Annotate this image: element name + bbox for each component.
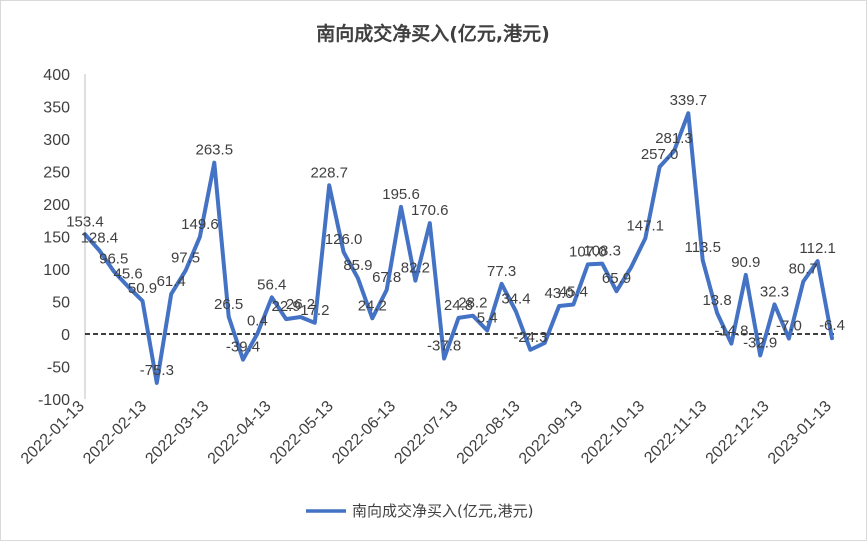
chart-title: 南向成交净买入(亿元,港元) xyxy=(316,22,550,45)
data-label: 126.0 xyxy=(325,231,363,248)
data-label: -6.4 xyxy=(819,317,845,334)
y-tick-label: 100 xyxy=(43,262,70,279)
data-label: 257.0 xyxy=(641,146,679,163)
data-label: -75.3 xyxy=(140,362,174,379)
x-tick-label: 2022-11-13 xyxy=(641,398,710,467)
x-tick-label: 2022-10-13 xyxy=(578,398,648,468)
data-label: 107.0 xyxy=(569,243,607,260)
data-label: 153.4 xyxy=(66,213,104,230)
y-tick-label: 250 xyxy=(43,165,70,182)
x-tick-label: 2022-02-13 xyxy=(80,398,150,468)
x-tick-label: 2023-01-13 xyxy=(765,398,835,468)
data-label: 128.4 xyxy=(81,230,119,247)
data-label: 170.6 xyxy=(411,202,449,219)
x-tick-label: 2022-07-13 xyxy=(391,398,461,468)
data-label: 85.9 xyxy=(343,257,372,274)
y-tick-label: 400 xyxy=(43,67,70,84)
x-tick-labels: 2022-01-132022-02-132022-03-132022-04-13… xyxy=(18,398,835,468)
data-label: 34.4 xyxy=(501,291,530,308)
data-label: 195.6 xyxy=(382,186,420,203)
data-label: 96.5 xyxy=(99,250,128,267)
data-label: 147.1 xyxy=(626,217,664,234)
data-label: 22.9 xyxy=(272,298,301,315)
data-label: 281.3 xyxy=(655,130,693,147)
y-tick-labels: 400 350 300 250 200 150 100 50 0 -50 -100 xyxy=(38,67,70,409)
data-label: 45.4 xyxy=(559,283,588,300)
y-tick-label: 150 xyxy=(43,230,70,247)
data-label: 26.5 xyxy=(214,296,243,313)
data-label: -24.3 xyxy=(513,329,547,346)
data-label: 149.6 xyxy=(181,216,219,233)
data-label: 5.4 xyxy=(477,309,498,326)
data-label: 65.9 xyxy=(602,270,631,287)
x-tick-label: 2022-08-13 xyxy=(454,398,524,468)
data-label: 28.2 xyxy=(458,295,487,312)
x-tick-label: 2022-04-13 xyxy=(205,398,275,468)
data-label: -14.8 xyxy=(714,323,748,340)
data-label: 24.2 xyxy=(358,297,387,314)
data-label: -32.9 xyxy=(743,334,777,351)
data-label: 82.2 xyxy=(401,260,430,277)
data-label: 43.0 xyxy=(544,285,573,302)
y-tick-label: 300 xyxy=(43,132,70,149)
y-tick-label: 350 xyxy=(43,100,70,117)
x-tick-label: 2022-09-13 xyxy=(516,398,586,468)
data-label: 339.7 xyxy=(670,92,708,109)
legend[interactable]: 南向成交净买入(亿元,港元) xyxy=(306,502,533,520)
data-label: 45.6 xyxy=(113,266,142,283)
data-label: 108.3 xyxy=(583,243,621,260)
series-line xyxy=(83,111,834,385)
y-tick-label: -50 xyxy=(47,360,70,377)
y-tick-label: -100 xyxy=(38,392,70,409)
data-label: 17.2 xyxy=(300,302,329,319)
data-label: -39.4 xyxy=(226,339,260,356)
legend-label: 南向成交净买入(亿元,港元) xyxy=(352,502,533,520)
data-label: 90.9 xyxy=(731,254,760,271)
data-label: 24.8 xyxy=(444,297,473,314)
x-tick-label: 2022-06-13 xyxy=(329,398,399,468)
x-tick-label: 2022-05-13 xyxy=(267,398,337,468)
series-line-group xyxy=(83,111,834,385)
data-label: 80.7 xyxy=(789,261,818,278)
data-label: 263.5 xyxy=(196,142,234,159)
data-label: 56.4 xyxy=(257,276,286,293)
y-tick-label: 200 xyxy=(43,197,70,214)
data-label: 97.5 xyxy=(171,250,200,267)
data-label: 113.5 xyxy=(684,239,720,256)
data-label: 67.8 xyxy=(372,269,401,286)
data-label: -37.8 xyxy=(427,338,461,355)
y-tick-label: 50 xyxy=(52,295,70,312)
data-label: 13.8 xyxy=(702,292,731,309)
data-label: 50.9 xyxy=(128,280,157,297)
data-label: 26.2 xyxy=(286,296,315,313)
data-label: 77.3 xyxy=(487,263,516,280)
y-tick-label: 0 xyxy=(61,327,70,344)
data-label: -7.0 xyxy=(776,318,802,335)
data-label: 61.4 xyxy=(157,273,186,290)
x-tick-label: 2022-12-13 xyxy=(703,398,773,468)
data-label: 0.4 xyxy=(247,313,268,330)
data-label: 228.7 xyxy=(310,164,348,181)
data-label: 32.3 xyxy=(760,283,789,300)
x-tick-label: 2022-03-13 xyxy=(142,398,212,468)
data-label: 112.1 xyxy=(799,240,835,257)
